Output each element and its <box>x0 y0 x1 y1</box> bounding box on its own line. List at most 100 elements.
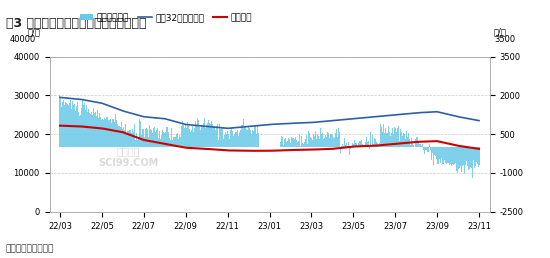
Text: 图3 棉花、棉纱价格与纺纱即期利润走势: 图3 棉花、棉纱价格与纺纱即期利润走势 <box>6 17 146 30</box>
Bar <box>84 105 85 147</box>
Bar <box>232 128 233 147</box>
Bar <box>267 135 268 147</box>
Bar <box>138 140 139 147</box>
Bar <box>276 138 277 147</box>
Bar <box>150 125 151 147</box>
Bar <box>145 138 146 147</box>
Bar <box>104 118 106 147</box>
Bar <box>229 139 230 147</box>
Bar <box>383 133 384 147</box>
Bar <box>271 126 272 147</box>
Bar <box>386 133 387 147</box>
Bar <box>114 122 115 147</box>
Bar <box>107 117 108 147</box>
Bar <box>431 147 432 160</box>
Bar <box>290 137 292 147</box>
Bar <box>160 131 161 147</box>
Bar <box>170 140 172 147</box>
Bar <box>452 147 453 164</box>
Bar <box>428 144 430 147</box>
Bar <box>329 134 331 147</box>
Bar <box>349 147 350 149</box>
Bar <box>343 146 344 147</box>
Bar <box>194 132 195 147</box>
Bar <box>122 122 123 147</box>
Bar <box>353 144 354 147</box>
Bar <box>456 147 458 173</box>
Bar <box>321 134 322 147</box>
Bar <box>118 126 119 147</box>
Bar <box>243 125 244 147</box>
Bar <box>309 133 310 147</box>
Bar <box>471 147 472 178</box>
Bar <box>128 131 129 147</box>
Bar <box>113 119 114 147</box>
Bar <box>339 147 340 153</box>
Bar <box>208 120 210 147</box>
Bar <box>464 147 465 173</box>
Bar <box>235 132 236 147</box>
Bar <box>73 101 74 147</box>
Bar <box>453 147 454 165</box>
Bar <box>249 126 250 147</box>
Bar <box>126 134 128 147</box>
Bar <box>188 122 189 147</box>
Bar <box>403 133 404 147</box>
Bar <box>434 147 436 156</box>
Bar <box>395 132 397 147</box>
Bar <box>102 118 103 147</box>
Bar <box>216 130 217 147</box>
Bar <box>475 147 476 166</box>
Text: 3500: 3500 <box>494 35 515 44</box>
Bar <box>214 127 216 147</box>
Bar <box>254 131 255 147</box>
Bar <box>326 137 327 147</box>
Bar <box>211 124 212 147</box>
Bar <box>146 128 147 147</box>
Bar <box>261 135 262 147</box>
Bar <box>200 127 201 147</box>
Bar <box>195 121 196 147</box>
Bar <box>148 137 150 147</box>
Bar <box>359 141 360 147</box>
Bar <box>60 98 62 147</box>
Bar <box>469 147 470 168</box>
Bar <box>256 134 257 147</box>
Bar <box>322 139 323 147</box>
Bar <box>210 123 211 147</box>
Bar <box>72 109 73 147</box>
Bar <box>97 110 98 147</box>
Bar <box>192 126 194 147</box>
Bar <box>258 133 260 147</box>
Bar <box>178 133 179 147</box>
Bar <box>239 132 240 147</box>
Bar <box>140 120 141 147</box>
Bar <box>398 126 399 147</box>
Bar <box>129 130 130 147</box>
Bar <box>463 147 464 165</box>
Bar <box>199 120 200 147</box>
Bar <box>185 125 186 147</box>
Bar <box>323 138 324 147</box>
Bar <box>362 146 364 147</box>
Bar <box>244 119 245 147</box>
Bar <box>106 119 107 147</box>
Bar <box>191 130 192 147</box>
Bar <box>284 138 285 147</box>
Bar <box>400 132 402 147</box>
Bar <box>430 147 431 150</box>
Bar <box>338 132 339 147</box>
Bar <box>454 147 455 164</box>
Bar <box>417 141 419 147</box>
Bar <box>332 135 333 147</box>
Bar <box>219 124 221 147</box>
Bar <box>221 129 222 147</box>
Bar <box>79 112 80 147</box>
Bar <box>117 120 118 147</box>
Bar <box>69 103 70 147</box>
Bar <box>282 137 283 147</box>
Bar <box>92 115 94 147</box>
Bar <box>328 138 329 147</box>
Bar <box>304 142 305 147</box>
Bar <box>167 127 168 147</box>
